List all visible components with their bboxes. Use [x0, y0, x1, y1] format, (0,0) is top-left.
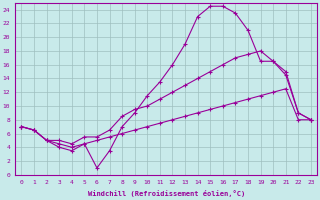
X-axis label: Windchill (Refroidissement éolien,°C): Windchill (Refroidissement éolien,°C) — [88, 190, 245, 197]
